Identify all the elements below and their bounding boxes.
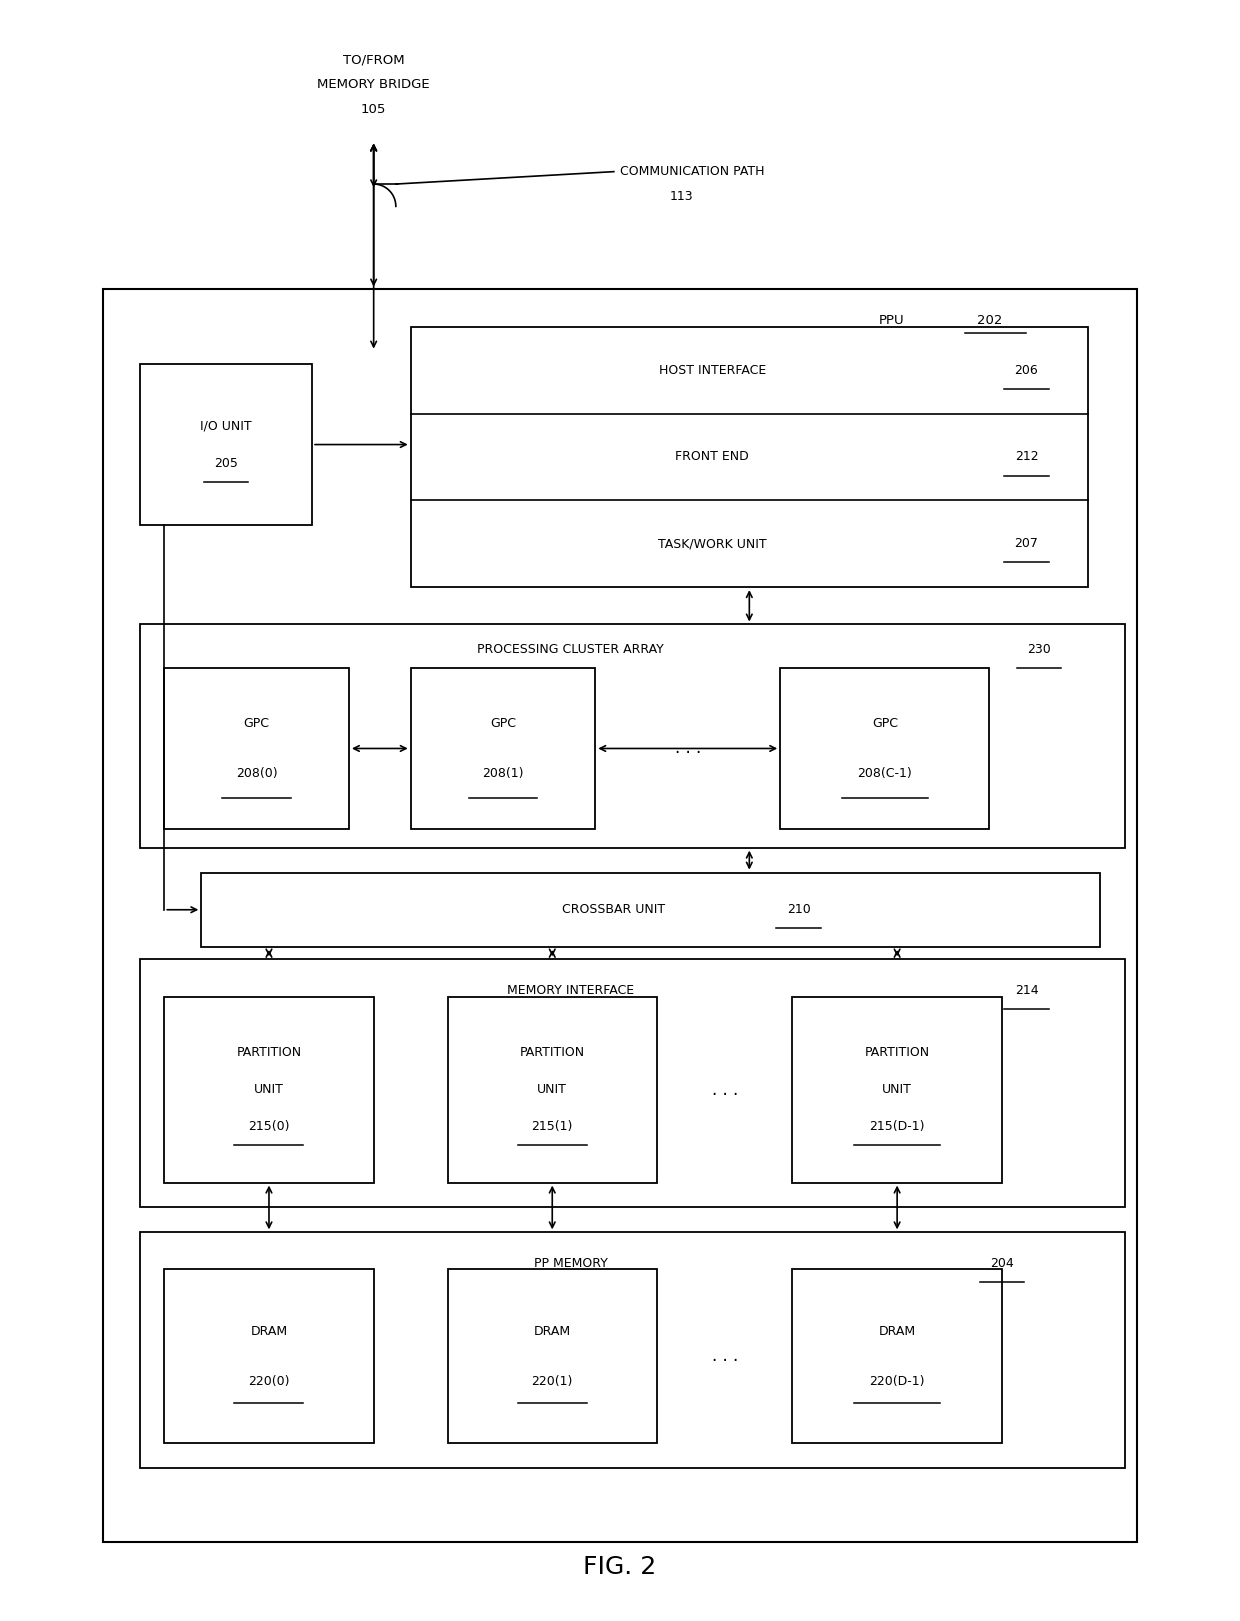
Text: 208(C-1): 208(C-1) (857, 767, 913, 780)
Text: 210: 210 (786, 903, 811, 916)
Text: CROSSBAR UNIT: CROSSBAR UNIT (562, 903, 666, 916)
Text: 220(0): 220(0) (248, 1375, 290, 1388)
Text: 202: 202 (977, 314, 1003, 327)
Text: FIG. 2: FIG. 2 (583, 1555, 657, 1579)
Text: MEMORY BRIDGE: MEMORY BRIDGE (317, 78, 430, 91)
Text: 205: 205 (215, 457, 238, 470)
Text: DRAM: DRAM (879, 1324, 915, 1337)
Text: DRAM: DRAM (533, 1324, 570, 1337)
Text: 215(1): 215(1) (532, 1120, 573, 1133)
Text: GPC: GPC (872, 716, 898, 729)
Bar (140, 624, 1125, 848)
Text: 208(0): 208(0) (236, 767, 278, 780)
Text: 230: 230 (1027, 644, 1050, 657)
Text: 113: 113 (670, 190, 693, 203)
Text: PARTITION: PARTITION (864, 1046, 930, 1059)
Text: GPC: GPC (490, 716, 516, 729)
Text: 220(1): 220(1) (532, 1375, 573, 1388)
Text: TO/FROM: TO/FROM (342, 53, 404, 66)
Bar (448, 997, 657, 1183)
Text: 206: 206 (1014, 363, 1038, 376)
Bar (140, 960, 1125, 1208)
Bar (780, 668, 990, 828)
Bar (792, 1269, 1002, 1443)
Text: . . .: . . . (712, 1081, 738, 1099)
Text: TASK/WORK UNIT: TASK/WORK UNIT (658, 537, 766, 550)
Bar (410, 668, 595, 828)
Text: UNIT: UNIT (537, 1083, 567, 1096)
Text: 208(1): 208(1) (482, 767, 523, 780)
Bar (410, 327, 1087, 587)
Text: FRONT END: FRONT END (676, 451, 749, 464)
Bar (140, 365, 312, 525)
Text: . . .: . . . (712, 1347, 738, 1365)
Text: 220(D-1): 220(D-1) (869, 1375, 925, 1388)
Text: PARTITION: PARTITION (237, 1046, 301, 1059)
Text: GPC: GPC (243, 716, 269, 729)
Bar (140, 1232, 1125, 1469)
Bar (448, 1269, 657, 1443)
Text: 215(D-1): 215(D-1) (869, 1120, 925, 1133)
Bar (792, 997, 1002, 1183)
Text: COMMUNICATION PATH: COMMUNICATION PATH (620, 165, 765, 178)
Text: UNIT: UNIT (882, 1083, 913, 1096)
Text: UNIT: UNIT (254, 1083, 284, 1096)
Text: PP MEMORY: PP MEMORY (533, 1256, 608, 1269)
Text: 204: 204 (990, 1256, 1013, 1269)
Text: HOST INTERFACE: HOST INTERFACE (658, 363, 766, 376)
Text: I/O UNIT: I/O UNIT (200, 420, 252, 433)
Text: 105: 105 (361, 104, 387, 117)
Bar (164, 997, 373, 1183)
Bar (164, 668, 348, 828)
Text: 214: 214 (1014, 984, 1038, 997)
Text: PROCESSING CLUSTER ARRAY: PROCESSING CLUSTER ARRAY (477, 644, 665, 657)
Text: . . .: . . . (675, 739, 701, 757)
Text: 207: 207 (1014, 537, 1038, 550)
Text: PPU: PPU (879, 314, 904, 327)
Text: PARTITION: PARTITION (520, 1046, 585, 1059)
Bar (164, 1269, 373, 1443)
Text: 212: 212 (1014, 451, 1038, 464)
Text: 215(0): 215(0) (248, 1120, 290, 1133)
Bar (103, 290, 1137, 1543)
Bar (201, 872, 1100, 947)
Text: MEMORY INTERFACE: MEMORY INTERFACE (507, 984, 635, 997)
Text: DRAM: DRAM (250, 1324, 288, 1337)
